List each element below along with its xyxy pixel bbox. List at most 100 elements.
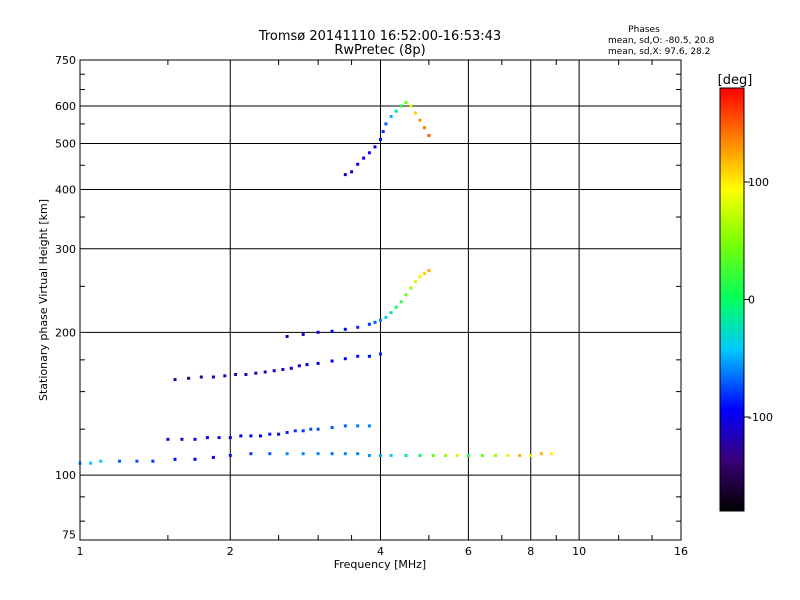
data-point: [199, 375, 203, 379]
data-point: [316, 427, 320, 431]
data-point: [394, 305, 398, 309]
x-tick-label: 4: [377, 545, 384, 558]
data-point: [330, 426, 334, 429]
data-point: [249, 452, 253, 456]
data-point: [205, 436, 209, 440]
data-point: [343, 327, 347, 331]
data-point: [389, 115, 393, 118]
data-point: [356, 424, 360, 428]
data-point: [285, 431, 289, 434]
data-point: [187, 376, 191, 380]
data-point: [277, 432, 281, 436]
data-point: [223, 374, 227, 378]
data-point: [367, 424, 371, 428]
data-point: [166, 437, 170, 441]
data-point: [99, 459, 103, 463]
data-point: [404, 293, 408, 297]
data-point: [518, 454, 522, 457]
data-point: [455, 454, 459, 457]
legend-title: Phases: [628, 25, 660, 35]
data-point: [173, 378, 177, 382]
data-point: [356, 354, 360, 358]
data-point: [272, 369, 276, 373]
data-point: [362, 156, 366, 160]
data-point: [281, 368, 285, 371]
data-point: [193, 457, 197, 461]
data-point: [356, 162, 360, 166]
data-point: [423, 272, 426, 276]
data-point: [404, 454, 408, 457]
data-point: [239, 434, 243, 438]
data-point: [356, 325, 360, 329]
data-point: [466, 454, 470, 457]
colorbar-tick-label: 100: [748, 176, 769, 189]
data-point: [399, 104, 403, 108]
x-tick-label: 8: [527, 545, 534, 558]
data-point: [379, 138, 382, 141]
data-point: [301, 429, 305, 433]
data-point: [268, 452, 272, 456]
data-points: [78, 101, 553, 465]
data-point: [305, 363, 309, 367]
data-point: [373, 145, 377, 149]
data-point: [135, 459, 139, 463]
data-point: [427, 134, 431, 137]
colorbar-tick-label: 0: [748, 294, 755, 307]
data-point: [330, 329, 334, 333]
data-point: [301, 452, 305, 456]
data-point: [350, 170, 354, 174]
x-tick-label: 6: [465, 545, 472, 558]
data-point: [444, 454, 448, 457]
y-tick-label: 400: [55, 184, 76, 197]
data-point: [151, 459, 155, 463]
y-axis-label: Stationary phase Virtual Height [km]: [37, 199, 50, 401]
data-point: [427, 269, 431, 272]
data-point: [384, 315, 388, 319]
plot-frame: [79, 59, 682, 541]
data-point: [431, 454, 435, 457]
data-point: [316, 330, 320, 334]
data-point: [244, 373, 248, 376]
y-tick-label: 500: [55, 138, 76, 151]
data-point: [343, 452, 347, 456]
data-point: [404, 101, 408, 105]
data-point: [399, 300, 403, 304]
x-tick-label: 10: [572, 545, 586, 558]
data-point: [367, 322, 371, 326]
data-point: [409, 286, 413, 290]
colorbar-tick-label: -100: [748, 411, 773, 424]
data-point: [423, 126, 426, 130]
data-point: [180, 437, 184, 441]
data-point: [389, 311, 393, 315]
data-point: [480, 454, 484, 457]
legend-stat-x: mean, sd,X: 97.6, 28.2: [608, 47, 710, 57]
data-point: [367, 354, 371, 358]
data-point: [367, 151, 371, 155]
colorbar-ticks: 100 0 -100: [744, 176, 773, 424]
data-point: [506, 454, 510, 457]
data-point: [254, 371, 258, 375]
x-tick-label: 16: [674, 545, 688, 558]
data-point: [384, 122, 388, 126]
data-point: [330, 359, 334, 363]
data-point: [343, 173, 347, 177]
legend-stat-o: mean, sd,O: -80.5, 20.8: [608, 36, 715, 46]
data-point: [301, 332, 305, 336]
colorbar-label: [deg]: [718, 73, 753, 88]
data-point: [309, 427, 313, 431]
data-point: [211, 375, 215, 379]
grid-lines: [80, 60, 681, 540]
x-tick-label: 1: [77, 545, 84, 558]
data-point: [409, 104, 413, 108]
data-point: [418, 454, 422, 457]
data-point: [418, 118, 422, 122]
data-point: [89, 461, 93, 465]
data-point: [343, 357, 347, 361]
data-point: [228, 436, 232, 440]
data-point: [234, 373, 238, 376]
data-point: [494, 454, 497, 457]
data-point: [379, 318, 382, 322]
data-point: [418, 275, 422, 279]
data-point: [356, 452, 360, 456]
